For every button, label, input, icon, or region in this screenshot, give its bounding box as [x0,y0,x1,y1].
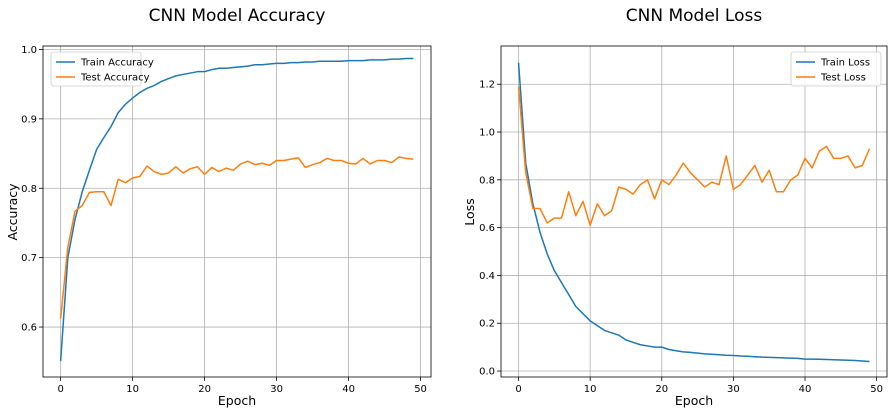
chart-title: CNN Model Loss [626,6,763,26]
y-tick-label: 0.0 [479,367,495,378]
y-tick-label: 1.2 [479,80,495,91]
y-axis-label: Accuracy [5,183,20,241]
x-tick-label: 0 [57,384,63,395]
y-axis-label: Loss [462,198,477,225]
y-tick-label: 1.0 [21,45,37,56]
y-tick-label: 0.8 [479,175,495,186]
x-axis-label: Epoch [675,393,713,408]
legend-entry: Test Loss [820,73,866,84]
legend: Train Loss Test Loss [790,51,882,87]
x-tick-label: 30 [727,384,740,395]
legend: Train Accuracy Test Accuracy [50,51,154,87]
y-tick-label: 0.4 [479,271,495,282]
series-line-train-accuracy [59,57,414,362]
x-tick-label: 50 [870,384,883,395]
y-tick-label: 0.8 [21,184,37,195]
y-tick-label: 0.7 [21,253,37,264]
x-tick-label: 40 [342,384,355,395]
series-line-train-loss [517,62,870,363]
x-tick-label: 0 [515,384,521,395]
x-tick-label: 50 [414,384,427,395]
y-tick-label: 0.9 [21,114,37,125]
loss-chart: CNN Model Loss Epoch Loss 0 10 20 30 40 50 0.0… [462,6,888,408]
x-axis-label: Epoch [218,393,256,408]
chart-title: CNN Model Accuracy [149,6,326,26]
x-tick-label: 20 [655,384,668,395]
y-tick-label: 0.6 [479,223,495,234]
series-line-test-loss [517,86,871,226]
plot-frame [500,45,888,378]
legend-entry: Train Accuracy [80,58,154,69]
x-tick-label: 20 [198,384,211,395]
accuracy-chart: CNN Model Accuracy Epoch Accuracy 0 10 20 3… [5,6,432,408]
y-tick-label: 1.0 [479,128,495,139]
legend-entry: Test Accuracy [80,73,150,84]
x-tick-label: 30 [270,384,283,395]
plot-frame [42,45,432,378]
y-tick-label: 0.6 [21,323,37,334]
series-line-test-accuracy [59,156,414,319]
legend-entry: Train Loss [820,58,870,69]
x-tick-label: 40 [799,384,812,395]
x-tick-label: 10 [584,384,597,395]
y-tick-label: 0.2 [479,319,495,330]
x-tick-label: 10 [126,384,139,395]
